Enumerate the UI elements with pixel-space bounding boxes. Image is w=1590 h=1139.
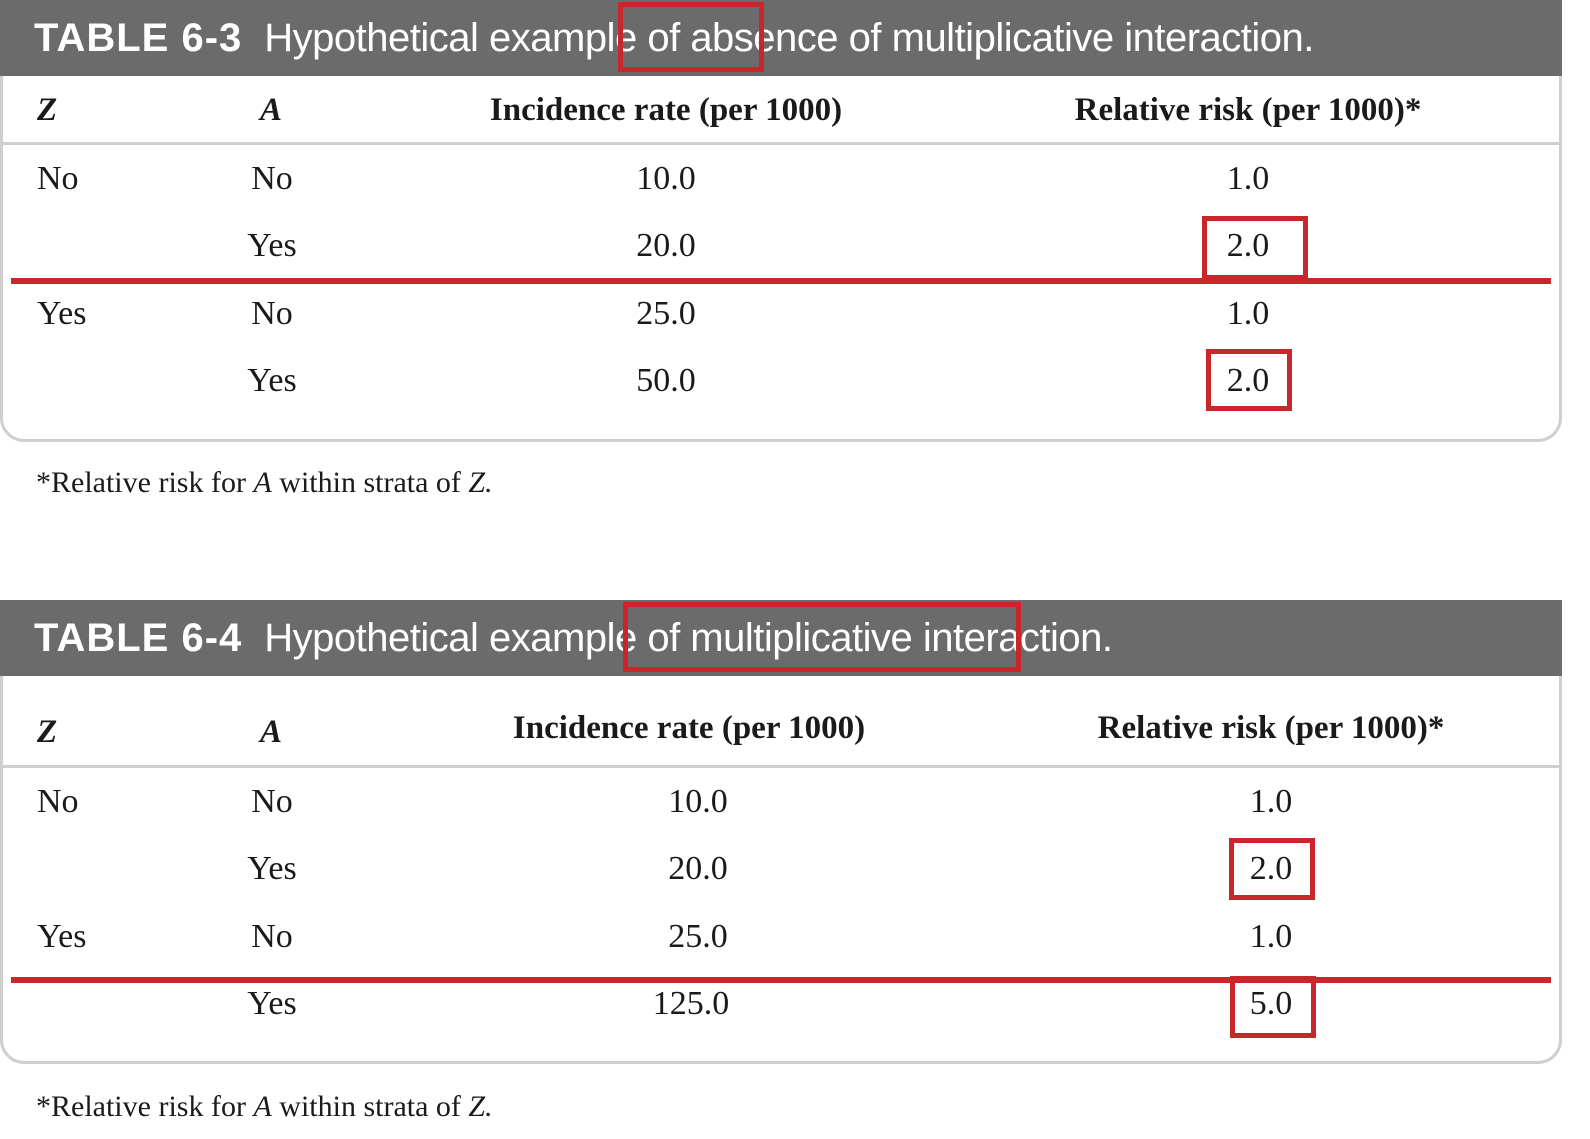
footnote-var-a: A [253, 1090, 272, 1123]
title-highlight-box [618, 2, 764, 72]
footnote-mid: within strata of [271, 466, 469, 499]
relative-risk-highlight-box [1202, 216, 1308, 280]
column-header-z: Z [37, 714, 58, 750]
footnote-prefix: *Relative risk for [36, 466, 254, 499]
cell-a: Yes [247, 227, 297, 264]
relative-risk-highlight-box [1230, 976, 1316, 1038]
cell-a: Yes [247, 362, 297, 399]
cell-incidence-rate: 25.0 [636, 295, 696, 332]
table-label: TABLE 6-4 [34, 616, 243, 660]
cell-z: Yes [37, 295, 87, 332]
cell-incidence-rate: 20.0 [636, 227, 696, 264]
cell-a: No [251, 295, 293, 332]
title-text-after: of multiplicative interaction. [838, 16, 1315, 60]
header-divider [3, 765, 1559, 768]
title-text-before: Hypothetical example of [264, 616, 691, 660]
table-body: Z A Incidence rate (per 1000) Relative r… [0, 676, 1562, 1064]
table-6-3: TABLE 6-3 Hypothetical example of absence… [0, 0, 1562, 499]
table-body: Z A Incidence rate (per 1000) Relative r… [0, 76, 1562, 442]
column-header-incidence-rate: Incidence rate (per 1000) [489, 92, 843, 128]
footnote-var-z: Z. [468, 1090, 493, 1123]
column-header-relative-risk: Relative risk (per 1000)* [1097, 710, 1445, 746]
footnote-prefix: *Relative risk for [36, 1090, 254, 1123]
table-footnote: *Relative risk for A within strata of Z. [36, 466, 493, 500]
cell-z: No [37, 160, 79, 197]
column-header-incidence-rate: Incidence rate (per 1000) [512, 710, 866, 746]
cell-a: No [251, 783, 293, 820]
cell-relative-risk: 2.0 [1226, 227, 1270, 264]
cell-a: No [251, 918, 293, 955]
table-footnote: *Relative risk for A within strata of Z. [36, 1090, 493, 1124]
title-text-before: Hypothetical example of [264, 16, 691, 60]
cell-z: Yes [37, 918, 87, 955]
cell-relative-risk: 1.0 [1226, 160, 1270, 197]
cell-incidence-rate: 10.0 [636, 160, 696, 197]
cell-incidence-rate: 125.0 [652, 985, 730, 1022]
stratum-divider [11, 278, 1551, 284]
cell-relative-risk: 1.0 [1249, 783, 1293, 820]
cell-incidence-rate: 20.0 [668, 850, 728, 887]
cell-a: Yes [247, 850, 297, 887]
table-6-4: TABLE 6-4 Hypothetical example of multipl… [0, 600, 1562, 1123]
cell-relative-risk: 1.0 [1226, 295, 1270, 332]
cell-z: No [37, 783, 79, 820]
cell-incidence-rate: 10.0 [668, 783, 728, 820]
footnote-var-z: Z. [468, 466, 493, 499]
table-title-bar: TABLE 6-3 Hypothetical example of absence… [0, 0, 1562, 76]
title-highlight-box [623, 602, 1021, 672]
cell-relative-risk: 1.0 [1249, 918, 1293, 955]
cell-incidence-rate: 50.0 [636, 362, 696, 399]
cell-relative-risk: 2.0 [1226, 362, 1270, 399]
column-header-z: Z [37, 92, 58, 128]
footnote-var-a: A [253, 466, 272, 499]
cell-relative-risk: 2.0 [1249, 850, 1293, 887]
column-header-relative-risk: Relative risk (per 1000)* [1074, 92, 1422, 128]
relative-risk-highlight-box [1229, 838, 1315, 900]
stratum-divider [11, 977, 1551, 983]
title-highlight-text: absence [690, 16, 839, 60]
cell-a: Yes [247, 985, 297, 1022]
table-title-bar: TABLE 6-4 Hypothetical example of multipl… [0, 600, 1562, 676]
column-header-a: A [259, 92, 283, 128]
cell-a: No [251, 160, 293, 197]
table-label: TABLE 6-3 [34, 16, 243, 60]
header-divider [3, 142, 1559, 145]
cell-relative-risk: 5.0 [1249, 985, 1293, 1022]
column-header-a: A [259, 714, 283, 750]
relative-risk-highlight-box [1206, 349, 1292, 411]
cell-incidence-rate: 25.0 [668, 918, 728, 955]
footnote-mid: within strata of [271, 1090, 469, 1123]
title-highlight-text: multiplicative interaction. [690, 616, 1113, 660]
